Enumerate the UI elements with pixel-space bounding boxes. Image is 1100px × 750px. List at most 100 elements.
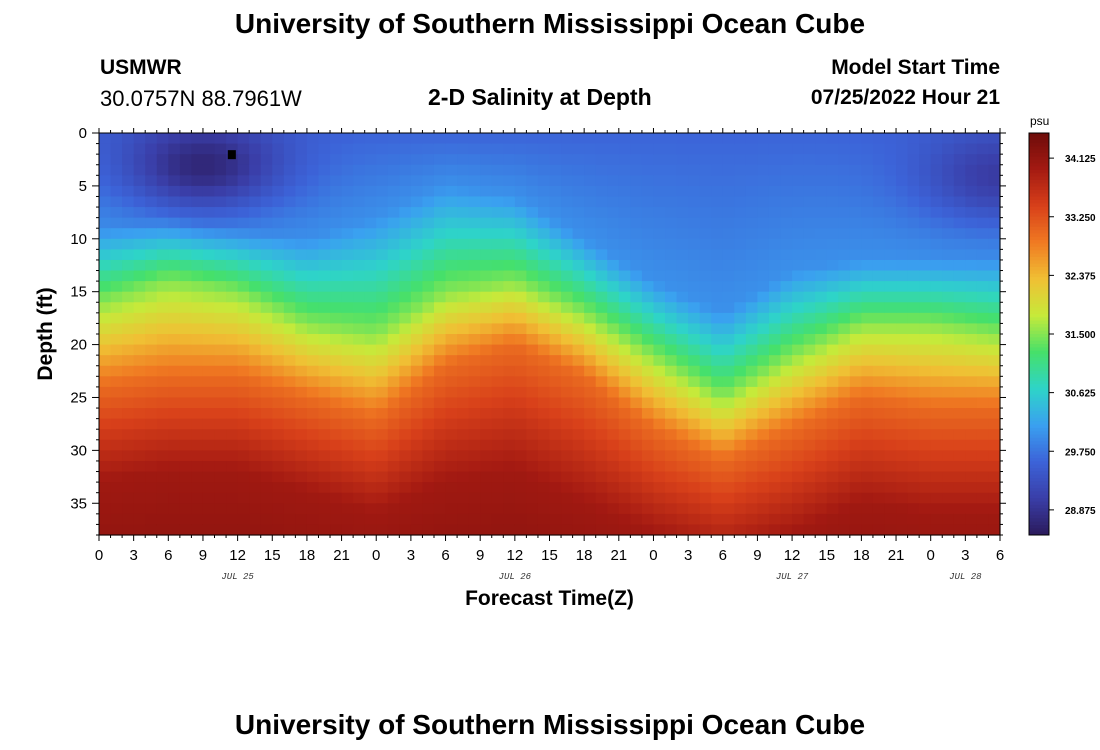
heatmap-cell <box>214 175 227 187</box>
heatmap-cell <box>849 259 862 272</box>
heatmap-cell <box>249 334 262 346</box>
heatmap-cell <box>179 386 193 399</box>
heatmap-cell <box>122 217 135 229</box>
heatmap-cell <box>433 238 447 250</box>
y-tick-label: 30 <box>70 442 87 459</box>
heatmap-cell <box>942 154 955 166</box>
heatmap-cell <box>607 164 620 176</box>
heatmap-cell <box>688 471 701 483</box>
heatmap-cell <box>780 524 793 536</box>
heatmap-cell <box>156 143 169 155</box>
heatmap-cell <box>976 334 990 346</box>
heatmap-cell <box>249 185 262 198</box>
heatmap-cell <box>572 164 585 176</box>
heatmap-cell <box>826 143 839 155</box>
heatmap-cell <box>237 143 250 155</box>
heatmap-cell <box>838 228 851 240</box>
heatmap-cell <box>988 228 1001 240</box>
heatmap-cell <box>503 492 516 504</box>
heatmap-cell <box>942 355 955 367</box>
heatmap-cell <box>826 249 839 261</box>
heatmap-cell <box>953 270 966 282</box>
heatmap-cell <box>641 291 655 303</box>
heatmap-cell <box>561 207 574 219</box>
heatmap-cell <box>734 133 747 145</box>
heatmap-cell <box>549 270 562 282</box>
heatmap-cell <box>249 217 262 229</box>
heatmap-cell <box>306 281 320 293</box>
heatmap-cell <box>953 482 966 494</box>
heatmap-cell <box>711 196 724 208</box>
heatmap-cell <box>376 312 389 325</box>
heatmap-cell <box>122 270 135 282</box>
heatmap-cell <box>849 355 862 367</box>
heatmap-cell <box>503 249 516 261</box>
heatmap-cell <box>387 344 400 356</box>
heatmap-cell <box>838 365 851 377</box>
heatmap-cell <box>803 355 816 367</box>
heatmap-cell <box>919 238 932 250</box>
heatmap-cell <box>237 460 250 473</box>
heatmap-cell <box>953 164 966 176</box>
heatmap-cell <box>145 175 158 187</box>
heatmap-cell <box>272 386 285 399</box>
heatmap-cell <box>919 196 932 208</box>
heatmap-cell <box>653 207 666 219</box>
heatmap-cell <box>849 281 862 293</box>
heatmap-cell <box>202 154 216 166</box>
colorbar-swatch <box>1029 146 1049 151</box>
heatmap-cell <box>295 207 308 219</box>
heatmap-cell <box>422 207 435 219</box>
heatmap-cell <box>202 355 216 367</box>
heatmap-cell <box>595 397 608 409</box>
heatmap-cell <box>595 439 608 451</box>
heatmap-cell <box>422 450 435 462</box>
day-label: JUL 25 <box>221 572 254 582</box>
heatmap-cell <box>364 249 377 261</box>
heatmap-cell <box>792 355 805 367</box>
heatmap-cell <box>249 344 262 356</box>
heatmap-cell <box>872 217 886 229</box>
heatmap-cell <box>884 344 897 356</box>
heatmap-cell <box>526 524 539 536</box>
heatmap-cell <box>168 524 181 536</box>
heatmap-cell <box>745 365 759 377</box>
heatmap-cell <box>734 185 747 198</box>
heatmap-cell <box>930 154 943 166</box>
heatmap-cell <box>838 259 851 272</box>
heatmap-cell <box>965 482 978 494</box>
colorbar-swatch <box>1029 434 1049 439</box>
heatmap-cell <box>653 376 666 388</box>
heatmap-cell <box>607 259 620 272</box>
heatmap-cell <box>410 344 424 356</box>
heatmap-cell <box>768 133 782 145</box>
heatmap-cell <box>503 259 516 272</box>
heatmap-cell <box>919 524 932 536</box>
heatmap-cell <box>226 238 239 250</box>
x-tick-label: 9 <box>199 547 207 564</box>
heatmap-cell <box>872 259 886 272</box>
heatmap-cell <box>145 418 158 430</box>
heatmap-cell <box>376 302 389 314</box>
heatmap-cell <box>584 397 597 409</box>
heatmap-cell <box>930 185 943 198</box>
heatmap-cell <box>99 185 112 198</box>
heatmap-cell <box>896 503 909 515</box>
heatmap-cell <box>803 143 816 155</box>
heatmap-cell <box>734 143 747 155</box>
heatmap-cell <box>226 196 239 208</box>
heatmap-cell <box>179 344 193 356</box>
heatmap-cell <box>942 291 955 303</box>
heatmap-cell <box>272 196 285 208</box>
heatmap-cell <box>711 238 724 250</box>
heatmap-cell <box>572 259 585 272</box>
heatmap-cell <box>226 207 239 219</box>
heatmap-cell <box>318 439 331 451</box>
y-tick-label: 0 <box>79 125 87 142</box>
heatmap-cell <box>861 471 874 483</box>
heatmap-cell <box>122 492 135 504</box>
heatmap-cell <box>768 365 782 377</box>
heatmap-cell <box>387 164 400 176</box>
heatmap-cell <box>306 175 320 187</box>
heatmap-cell <box>353 524 366 536</box>
